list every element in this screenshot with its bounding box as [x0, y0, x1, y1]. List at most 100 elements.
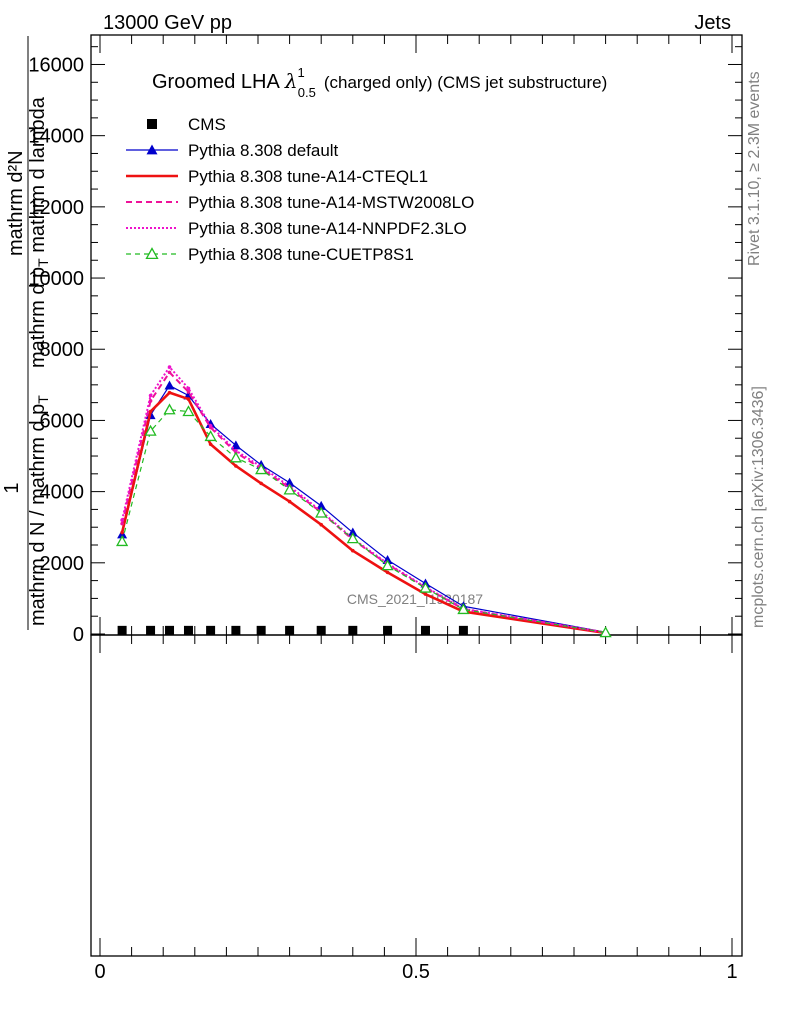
y-axis-tick-labels: 0 2000 4000 6000 8000 10000 12000 14000 16000 [28, 54, 84, 646]
rivet-label: Rivet 3.1.10, ≥ 2.3M events [746, 71, 763, 266]
data-point [383, 625, 393, 635]
data-point [183, 625, 193, 635]
ylabel-numerator-top: mathrm d²N [5, 150, 27, 256]
legend-entry-2: Pythia 8.308 tune-A14-CTEQL1 [126, 167, 428, 186]
analysis-watermark: CMS_2021_I1920187 [347, 591, 483, 607]
legend-entry-1: Pythia 8.308 default [126, 141, 339, 160]
x-axis-tick-labels: 0 0.5 1 [94, 961, 737, 983]
series-5 [116, 403, 612, 638]
data-point [255, 463, 268, 475]
chart-title: Groomed LHA λ1 0.5(charged only) (CMS jet … [152, 65, 607, 100]
data-point [120, 530, 124, 535]
y-tick-label: 6000 [40, 410, 85, 432]
data-point [284, 477, 295, 487]
legend-entry-5: Pythia 8.308 tune-CUETP8S1 [126, 245, 414, 264]
data-point [348, 625, 358, 635]
data-point [167, 370, 172, 375]
legend-label: Pythia 8.308 default [188, 141, 339, 160]
x-tick-label: 0.5 [402, 961, 430, 983]
data-point [316, 625, 326, 635]
y-axis-label: 1 mathrm d N / mathrm d pT mathrm d²N ma… [1, 36, 51, 630]
series-0 [117, 625, 468, 635]
data-point [167, 365, 172, 369]
data-point [205, 418, 216, 428]
data-point [315, 506, 328, 518]
legend-label: Pythia 8.308 tune-CUETP8S1 [188, 245, 414, 264]
data-point [316, 500, 327, 510]
y-tick-label: 8000 [40, 339, 85, 361]
data-point [385, 570, 390, 575]
series-line [121, 366, 606, 634]
data-point [120, 521, 124, 526]
legend: CMS Pythia 8.308 default Pythia 8.308 tune… [126, 115, 474, 264]
data-point [287, 499, 292, 504]
y-tick-label: 16000 [28, 54, 84, 76]
data-point [229, 451, 242, 463]
data-point [346, 532, 359, 544]
data-point [458, 625, 468, 635]
mcplots-label: mcplots.cern.ch [arXiv:1306.3436] [750, 386, 767, 628]
data-point [419, 581, 432, 593]
legend-label: Pythia 8.308 tune-A14-MSTW2008LO [188, 193, 474, 212]
data-point [420, 625, 430, 635]
ratio-plot-frame [90, 634, 743, 957]
y-tick-label: 0 [73, 624, 84, 646]
y-tick-label: 10000 [28, 268, 84, 290]
data-point [148, 393, 153, 398]
y-tick-label: 14000 [28, 126, 84, 148]
data-point [146, 625, 156, 635]
data-point [285, 625, 295, 635]
data-point [423, 592, 428, 596]
header-right: Jets [694, 12, 731, 34]
data-point [206, 625, 216, 635]
data-series [116, 365, 612, 638]
legend-entry-4: Pythia 8.308 tune-A14-NNPDF2.3LO [126, 219, 467, 238]
header-left: 13000 GeV pp [103, 12, 232, 34]
data-point [117, 625, 127, 635]
data-point [599, 626, 612, 638]
y-tick-label: 2000 [40, 553, 85, 575]
data-point [204, 430, 217, 442]
data-point [351, 548, 355, 553]
data-point [256, 625, 266, 635]
data-point [186, 397, 191, 401]
data-point [116, 535, 129, 547]
data-point [163, 403, 176, 415]
data-point [165, 625, 175, 635]
legend-label: CMS [188, 115, 226, 134]
legend-entry-0: CMS [147, 115, 226, 134]
legend-label: Pythia 8.308 tune-A14-CTEQL1 [188, 167, 428, 186]
legend-entry-3: Pythia 8.308 tune-A14-MSTW2008LO [126, 193, 474, 212]
data-point [347, 527, 358, 537]
data-point [148, 409, 153, 414]
data-point [234, 464, 238, 468]
data-point [208, 442, 213, 447]
data-point [208, 423, 213, 428]
y-axis-ticks [91, 46, 742, 635]
ylabel-numerator-bottom: mathrm d pT mathrm d lambda [27, 96, 51, 368]
data-point [231, 625, 241, 635]
x-axis-ticks [99, 35, 733, 956]
data-point [319, 522, 324, 527]
legend-marker [145, 247, 159, 260]
series-line [120, 391, 606, 635]
x-tick-label: 0 [94, 961, 105, 983]
legend-marker [147, 119, 157, 129]
legend-label: Pythia 8.308 tune-A14-NNPDF2.3LO [188, 219, 467, 238]
data-point [259, 481, 263, 486]
data-point [120, 518, 124, 522]
y-tick-label: 4000 [40, 482, 85, 504]
y-tick-label: 12000 [28, 197, 84, 219]
ylabel-one: 1 [1, 482, 23, 493]
legend-marker [146, 144, 158, 155]
data-point [234, 448, 238, 453]
x-tick-label: 1 [726, 961, 737, 983]
data-point [164, 380, 175, 390]
ylabel-denominator: mathrm d N / mathrm d pT [27, 395, 51, 626]
data-point [381, 559, 394, 571]
data-point [283, 483, 296, 495]
data-point [144, 424, 157, 436]
data-point [182, 405, 195, 417]
data-point [167, 390, 172, 395]
